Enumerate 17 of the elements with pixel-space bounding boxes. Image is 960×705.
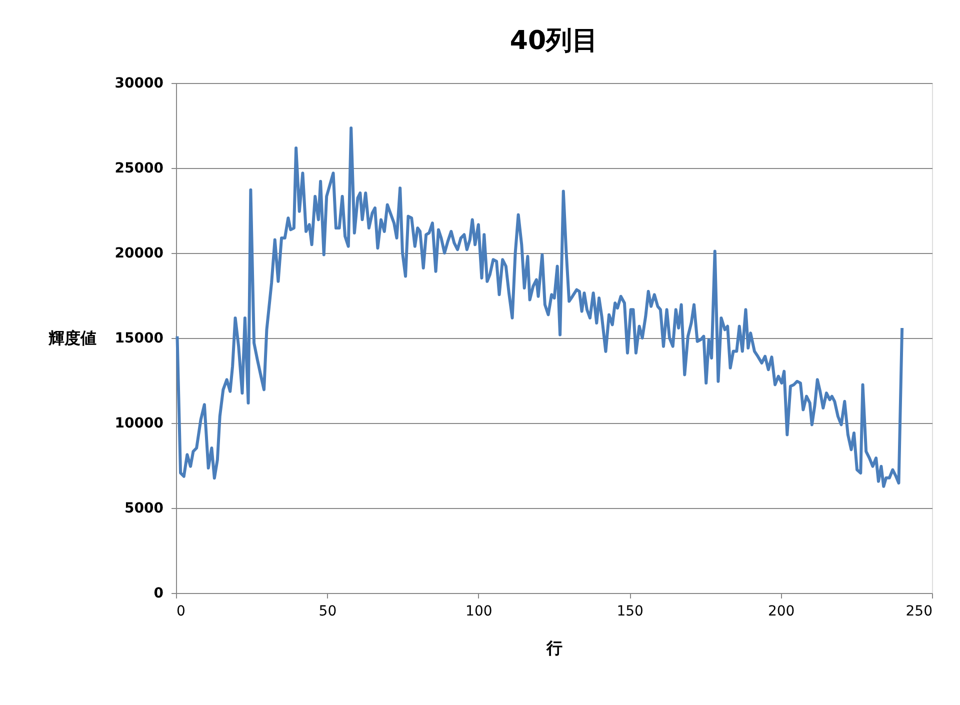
y-tick-label: 0 xyxy=(154,586,164,602)
y-tick-label: 25000 xyxy=(114,160,164,176)
y-tick-label: 10000 xyxy=(114,416,164,432)
chart-title: 40列目 xyxy=(510,26,598,56)
x-tick-label: 150 xyxy=(616,604,644,620)
y-tick-label: 30000 xyxy=(114,76,164,92)
line-series xyxy=(176,126,904,488)
x-tick-label: 100 xyxy=(466,604,492,620)
x-tick-label: 250 xyxy=(906,604,932,620)
y-tick-label: 20000 xyxy=(114,246,164,262)
x-tick-label: 200 xyxy=(768,604,795,620)
x-tick-label: 0 xyxy=(176,604,186,620)
x-axis-title: 行 xyxy=(546,638,562,658)
y-tick-label: 15000 xyxy=(114,330,164,346)
y-axis-title: 輝度値 xyxy=(48,328,96,348)
y-tick-label: 5000 xyxy=(124,500,164,516)
x-tick-label: 50 xyxy=(318,604,337,620)
